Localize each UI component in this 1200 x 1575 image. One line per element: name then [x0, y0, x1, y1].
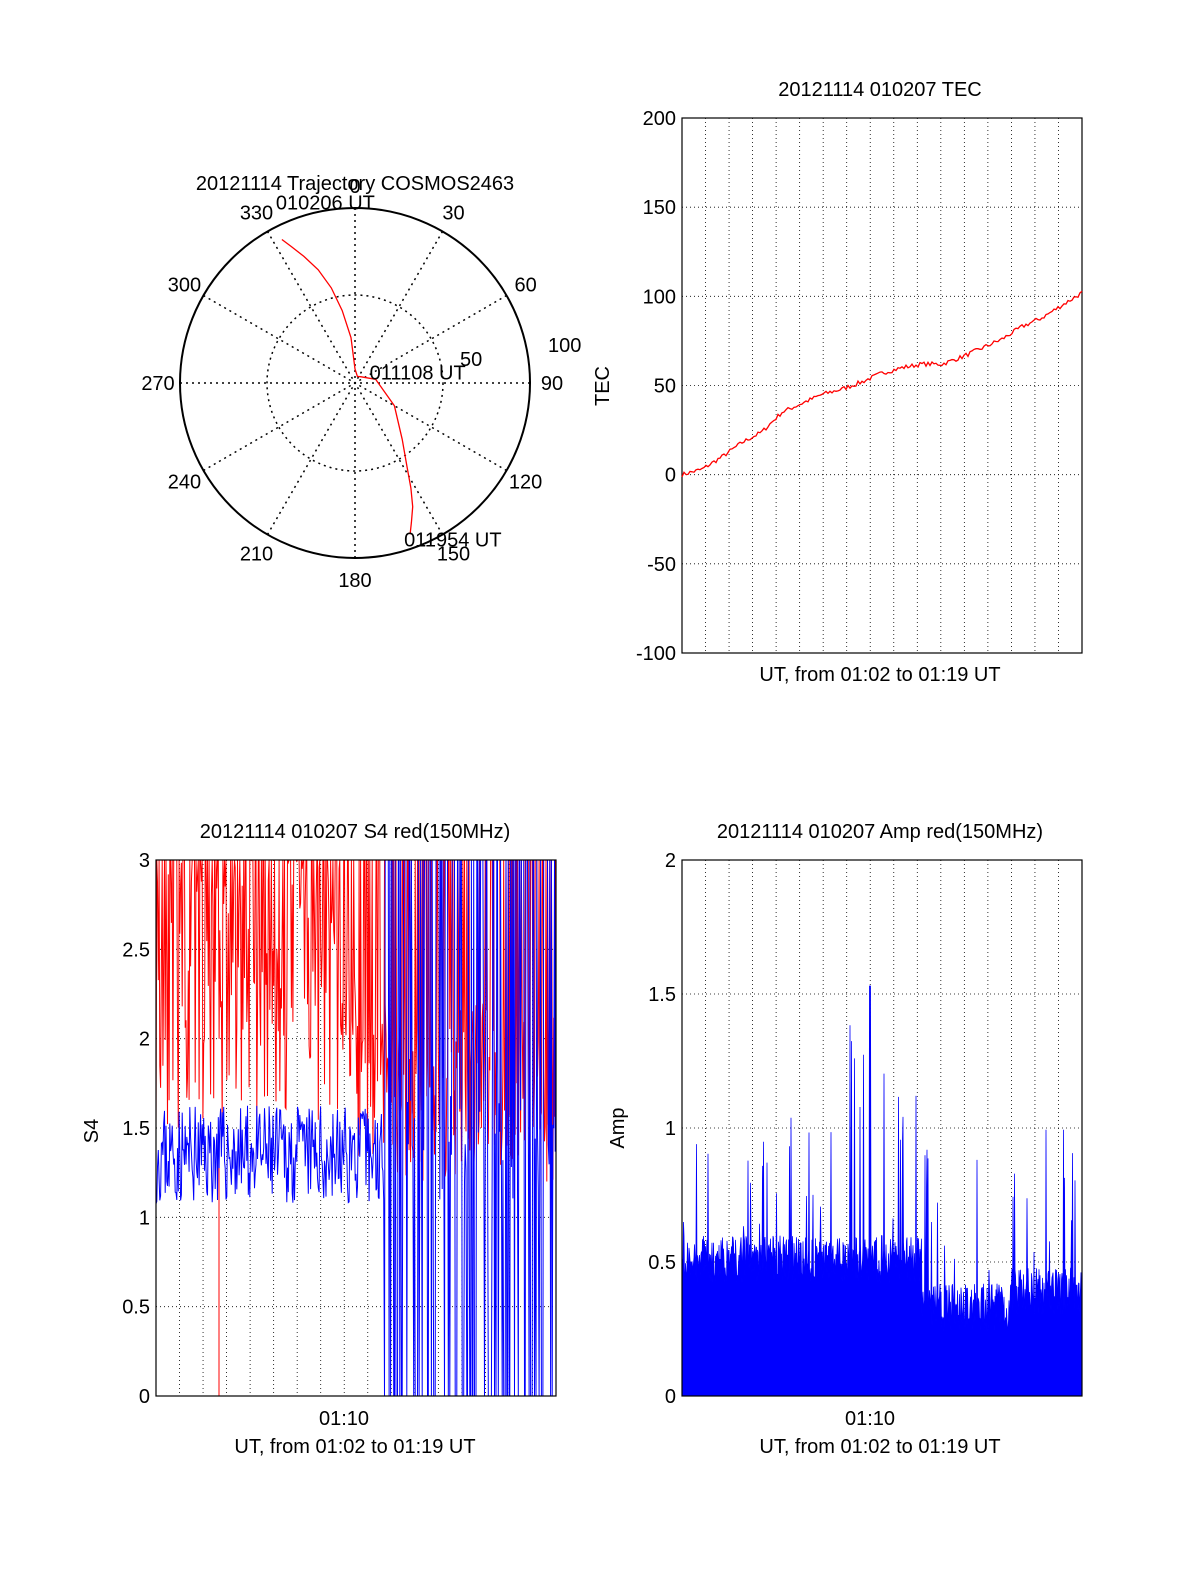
tec-series-line [681, 290, 1083, 478]
amp-title: 20121114 010207 Amp red(150MHz) [717, 821, 1043, 843]
s4-title: 20121114 010207 S4 red(150MHz) [200, 821, 511, 843]
trajectory-annotation: 010206 UT [276, 193, 375, 215]
tec-y-tick-labels: -100 -50 0 50 100 150 200 [636, 108, 676, 665]
y-tick-label: 0 [665, 1386, 676, 1408]
s4-red-series [155, 859, 557, 1182]
y-tick-label: 100 [643, 286, 676, 308]
polar-azimuth-label: 240 [168, 472, 201, 494]
amp-plot-frame [681, 859, 1083, 1397]
polar-azimuth-label: 90 [541, 373, 563, 395]
s4-ylabel: S4 [81, 1119, 103, 1143]
polar-inner-circle [266, 294, 444, 472]
tec-title: 20121114 010207 TEC [778, 79, 982, 101]
y-tick-label: 1.5 [122, 1118, 150, 1140]
y-tick-label: 3 [139, 850, 150, 872]
y-tick-label: -100 [636, 643, 676, 665]
y-tick-label: 50 [654, 376, 676, 398]
polar-radial-label-50: 50 [460, 349, 482, 371]
trajectory-annotations: 010206 UT 011108 UT 011954 UT [276, 193, 502, 552]
s4-y-tick-labels: 0 0.5 1 1.5 2 2.5 3 [122, 850, 150, 1408]
trajectory-annotation: 011108 UT [370, 362, 466, 384]
amp-xtick-label: 01:10 [845, 1408, 895, 1430]
polar-spoke [266, 231, 444, 535]
amp-series [681, 985, 1083, 1397]
polar-azimuth-label: 300 [168, 275, 201, 297]
y-tick-label: 0 [665, 465, 676, 487]
tec-plot-frame [681, 117, 1083, 654]
polar-title: 20121114 Trajectory COSMOS2463 [196, 173, 514, 195]
tec-panel: 20121114 010207 TEC -100-50050100150200 … [592, 79, 1083, 686]
polar-spokes [180, 208, 530, 558]
s4-xtick-label: 01:10 [319, 1408, 369, 1430]
polar-azimuth-label: 60 [514, 275, 536, 297]
polar-azimuth-label: 150 [437, 544, 470, 566]
y-tick-label: 0 [139, 1386, 150, 1408]
amp-y-tick-labels: 0 0.5 1 1.5 2 [648, 850, 676, 1408]
y-tick-label: 1.5 [648, 984, 676, 1006]
polar-panel: 20121114 Trajectory COSMOS2463 0 30 60 90 12… [141, 173, 581, 592]
y-tick-label: 1 [665, 1118, 676, 1140]
polar-azimuth-label: 270 [141, 373, 174, 395]
y-tick-label: 1 [139, 1207, 150, 1229]
polar-azimuth-label: 180 [338, 570, 371, 592]
polar-azimuth-label: 120 [509, 472, 542, 494]
s4-panel: 20121114 010207 S4 red(150MHz) 0 0.5 1 1.5 2… [81, 821, 557, 1458]
polar-azimuth-label: 0 [349, 176, 360, 198]
y-tick-label: 2 [139, 1029, 150, 1051]
amp-xlabel: UT, from 01:02 to 01:19 UT [759, 1436, 1000, 1458]
polar-radial-label-100: 100 [548, 335, 581, 357]
tec-grid [682, 118, 1082, 653]
trajectory-line [281, 238, 414, 535]
polar-azimuth-label: 330 [240, 202, 273, 224]
y-tick-label: 150 [643, 197, 676, 219]
tec-ylabel: TEC [592, 366, 614, 406]
amp-ylabel: Amp [607, 1107, 629, 1148]
trajectory-annotation: 011954 UT [404, 529, 501, 551]
polar-azimuth-label: 210 [240, 544, 273, 566]
s4-xlabel: UT, from 01:02 to 01:19 UT [234, 1436, 475, 1458]
polar-azimuth-labels: 0 30 60 90 120 150 180 210 240 270 300 330 [141, 176, 563, 592]
y-tick-label: 0.5 [122, 1297, 150, 1319]
y-tick-label: 200 [643, 108, 676, 130]
amp-blue-series [681, 985, 1083, 1397]
amp-panel: 20121114 010207 Amp red(150MHz) 0 0.5 1 1.5… [607, 821, 1083, 1458]
tec-xlabel: UT, from 01:02 to 01:19 UT [759, 664, 1000, 686]
y-tick-label: -50 [647, 554, 676, 576]
y-tick-label: 2 [665, 850, 676, 872]
s4-plot-frame [155, 859, 557, 1397]
y-tick-label: 0.5 [648, 1252, 676, 1274]
y-tick-label: 2.5 [122, 939, 150, 961]
polar-azimuth-label: 30 [442, 202, 464, 224]
